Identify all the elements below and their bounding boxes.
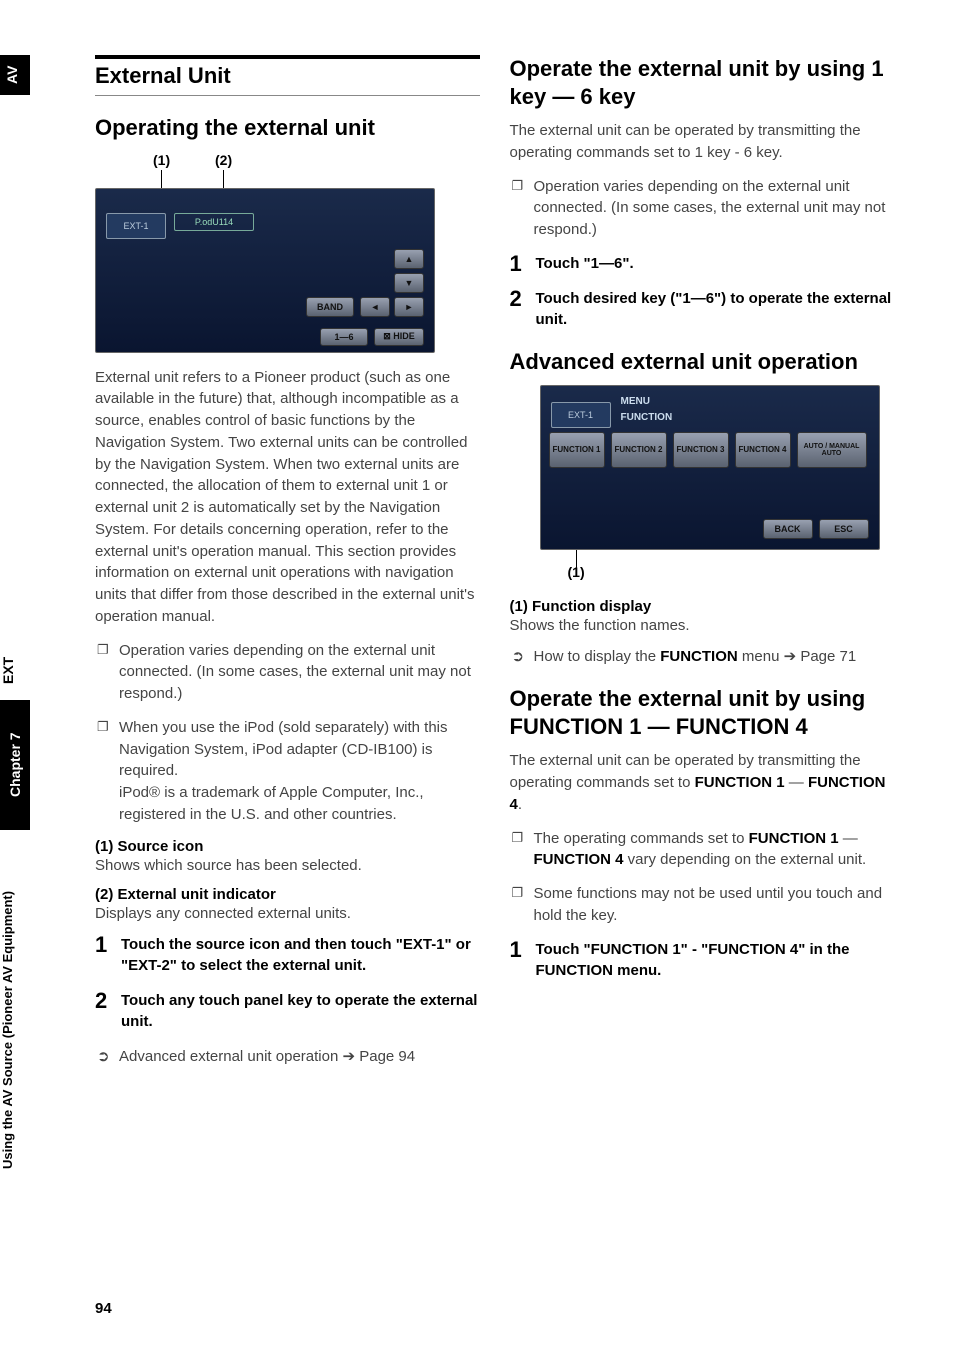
step-l1: Touch the source icon and then touch "EX… <box>95 934 480 976</box>
b2c: — <box>839 830 858 847</box>
ss-down-button[interactable]: ▼ <box>394 273 424 293</box>
b2b: FUNCTION 1 <box>749 830 839 847</box>
note-list-r1: Operation varies depending on the extern… <box>510 176 895 241</box>
ss2-source-icon[interactable]: EXT-1 <box>551 402 611 428</box>
ss-ext-indicator: P.odU114 <box>174 213 254 231</box>
note-2a: When you use the iPod (sold separately) … <box>119 719 448 780</box>
p2e: . <box>518 796 522 813</box>
steps-left: Touch the source icon and then touch "EX… <box>95 934 480 1032</box>
def-source-icon: (1) Source icon Shows which source has b… <box>95 838 480 876</box>
step-l2: Touch any touch panel key to operate the… <box>95 990 480 1032</box>
xref-function-menu: How to display the FUNCTION menu ➔ Page … <box>510 646 895 667</box>
ss2-f4-button[interactable]: FUNCTION 4 <box>735 432 791 468</box>
note-r3: Some functions may not be used until you… <box>510 883 895 927</box>
left-column: External Unit Operating the external uni… <box>95 55 480 1077</box>
note-2b: iPod® is a trademark of Apple Computer, … <box>119 784 424 823</box>
screenshot2-wrap: EXT-1 MENU FUNCTION FUNCTION 1 FUNCTION … <box>540 385 895 580</box>
ss-band-button[interactable]: BAND <box>306 297 354 317</box>
b2d: FUNCTION 4 <box>534 851 624 868</box>
s3a: Touch " <box>536 941 591 958</box>
def1-title: (1) Source icon <box>95 838 480 855</box>
xref-r1b: FUNCTION <box>660 648 738 665</box>
ss2-function: FUNCTION <box>621 412 673 423</box>
b2a: The operating commands set to <box>534 830 749 847</box>
callout-line-r1 <box>576 550 577 570</box>
columns: External Unit Operating the external uni… <box>95 55 894 1077</box>
right-column: Operate the external unit by using 1 key… <box>510 55 895 1077</box>
xref-r1c: menu ➔ Page 71 <box>738 648 856 665</box>
def2-title: (2) External unit indicator <box>95 886 480 903</box>
step-r3: Touch "FUNCTION 1" - "FUNCTION 4" in the… <box>510 939 895 981</box>
step-r2: Touch desired key ("1—6") to operate the… <box>510 288 895 330</box>
s3b: FUNCTION 1 <box>591 941 681 958</box>
ss2-auto-button[interactable]: AUTO / MANUAL AUTO <box>797 432 867 468</box>
steps-r1: Touch "1—6". Touch desired key ("1—6") t… <box>510 253 895 330</box>
para-r1: The external unit can be operated by tra… <box>510 120 895 164</box>
ss2-f1-button[interactable]: FUNCTION 1 <box>549 432 605 468</box>
callout-2: (2) <box>215 152 232 168</box>
ss2-back-button[interactable]: BACK <box>763 519 813 539</box>
heading-func14: Operate the external unit by using FUNCT… <box>510 685 895 740</box>
note-2: When you use the iPod (sold separately) … <box>95 717 480 826</box>
screenshot-ext: EXT-1 P.odU114 ▲ ▼ BAND ◄ ► 1—6 ⊠ HIDE <box>95 188 435 353</box>
ss2-f3-button[interactable]: FUNCTION 3 <box>673 432 729 468</box>
callout-1: (1) <box>153 152 170 168</box>
def-function-display: (1) Function display Shows the function … <box>510 598 895 636</box>
heading-1key6key: Operate the external unit by using 1 key… <box>510 55 895 110</box>
xref-r1a: How to display the <box>534 648 661 665</box>
para-intro: External unit refers to a Pioneer produc… <box>95 367 480 628</box>
rule-top <box>95 55 480 59</box>
note-list-r2: The operating commands set to FUNCTION 1… <box>510 828 895 927</box>
def2-body: Displays any connected external units. <box>95 903 480 924</box>
note-list-left: Operation varies depending on the extern… <box>95 640 480 826</box>
defr1-body: Shows the function names. <box>510 615 895 636</box>
s3c: " - " <box>681 941 709 958</box>
note-r2: The operating commands set to FUNCTION 1… <box>510 828 895 872</box>
heading-advanced: Advanced external unit operation <box>510 348 895 376</box>
page: External Unit Operating the external uni… <box>0 0 954 1355</box>
ss-right-button[interactable]: ► <box>394 297 424 317</box>
def1-body: Shows which source has been selected. <box>95 855 480 876</box>
xref-advanced: Advanced external unit operation ➔ Page … <box>95 1046 480 1067</box>
ss-up-button[interactable]: ▲ <box>394 249 424 269</box>
steps-r2: Touch "FUNCTION 1" - "FUNCTION 4" in the… <box>510 939 895 981</box>
ss-source-icon[interactable]: EXT-1 <box>106 213 166 239</box>
defr1-title: (1) Function display <box>510 598 895 615</box>
h3c: — <box>642 714 676 739</box>
note-r1: Operation varies depending on the extern… <box>510 176 895 241</box>
h3d: FUNCTION 4 <box>676 714 808 739</box>
h3a: Operate the external unit by using <box>510 686 866 711</box>
screenshot1-wrap: (1) (2) EXT-1 P.odU114 ▲ ▼ BAND ◄ ► 1—6 … <box>95 152 480 353</box>
h3b: FUNCTION 1 <box>510 714 642 739</box>
ss-left-button[interactable]: ◄ <box>360 297 390 317</box>
heading-operating: Operating the external unit <box>95 114 480 142</box>
ss2-f2-button[interactable]: FUNCTION 2 <box>611 432 667 468</box>
s3d: FUNCTION 4 <box>708 941 798 958</box>
ss2-menu: MENU <box>621 396 650 407</box>
para-r2: The external unit can be operated by tra… <box>510 750 895 815</box>
callout-r1: (1) <box>568 564 895 580</box>
screenshot-func: EXT-1 MENU FUNCTION FUNCTION 1 FUNCTION … <box>540 385 880 550</box>
b2e: vary depending on the external unit. <box>624 851 867 868</box>
note-1: Operation varies depending on the extern… <box>95 640 480 705</box>
def-ext-indicator: (2) External unit indicator Displays any… <box>95 886 480 924</box>
ss2-esc-button[interactable]: ESC <box>819 519 869 539</box>
page-number: 94 <box>95 1300 112 1317</box>
ss-hide-button[interactable]: ⊠ HIDE <box>374 328 424 346</box>
step-r1: Touch "1—6". <box>510 253 895 274</box>
p2b: FUNCTION 1 <box>695 774 785 791</box>
p2c: — <box>785 774 808 791</box>
section-title: External Unit <box>95 63 480 96</box>
ss-16-button[interactable]: 1—6 <box>320 328 368 346</box>
